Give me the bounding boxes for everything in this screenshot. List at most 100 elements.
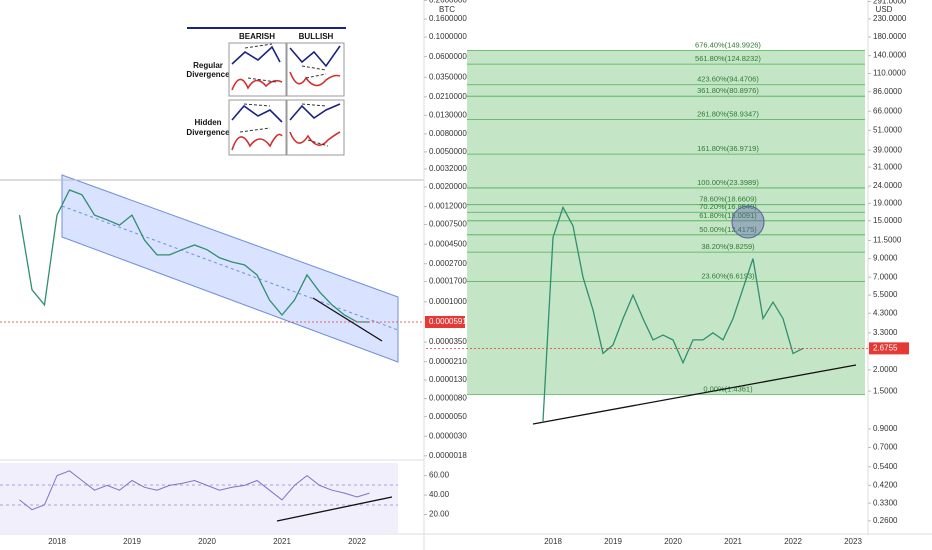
y-tick-label: 2.0000 xyxy=(873,365,898,374)
axis-unit: USD xyxy=(876,5,893,14)
y-tick-label: 0.2600 xyxy=(873,516,898,525)
y-tick-label: 0.2600000 xyxy=(429,0,467,5)
y-tick-label: 0.0000030 xyxy=(429,431,467,440)
highlight-circle xyxy=(731,205,765,239)
x-tick-label: 2022 xyxy=(784,537,802,546)
y-tick-label: 60.00 xyxy=(429,471,450,480)
price-line xyxy=(18,189,370,323)
y-tick-label: 0.0130000 xyxy=(429,110,467,119)
axis-unit: BTC xyxy=(439,5,455,14)
y-tick-label: 140.0000 xyxy=(873,51,907,60)
trend-line xyxy=(532,364,857,425)
y-tick-label: 9.0000 xyxy=(873,254,898,263)
y-tick-label: 39.0000 xyxy=(873,145,902,154)
trend-line xyxy=(312,297,383,342)
y-tick-label: 0.0004500 xyxy=(429,239,467,248)
fib-label: 561.80%(124.8232) xyxy=(695,54,761,63)
y-tick-label: 51.0000 xyxy=(873,125,902,134)
fib-area xyxy=(467,50,865,395)
y-tick-label: 0.0210000 xyxy=(429,92,467,101)
y-tick-label: 180.0000 xyxy=(873,32,907,41)
y-tick-label: 0.0000210 xyxy=(429,357,467,366)
y-tick-label: 0.0000018 xyxy=(429,451,467,460)
fib-label: 423.60%(94.4706) xyxy=(697,75,759,84)
fib-label: 70.20%(16.8540) xyxy=(699,202,757,211)
y-tick-label: 0.0000050 xyxy=(429,412,467,421)
y-tick-label: 0.0032000 xyxy=(429,164,467,173)
y-tick-label: 0.0020000 xyxy=(429,182,467,191)
y-tick-label: 230.0000 xyxy=(873,14,907,23)
x-tick-label: 2023 xyxy=(844,537,862,546)
fib-label: 50.00%(12.4175) xyxy=(699,225,757,234)
icon xyxy=(289,103,341,121)
legend-cell xyxy=(228,42,287,97)
y-tick-label: 19.0000 xyxy=(873,198,902,207)
y-tick-label: 3.3000 xyxy=(873,328,898,337)
icon xyxy=(231,78,283,91)
legend-header: BULLISH xyxy=(299,32,334,41)
icon xyxy=(305,73,327,79)
y-tick-label: 20.00 xyxy=(429,510,450,519)
y-tick-label: 0.0000080 xyxy=(429,394,467,403)
y-tick-label: 0.9000 xyxy=(873,424,898,433)
x-tick-label: 2018 xyxy=(48,537,66,546)
y-tick-label: 0.4200 xyxy=(873,480,898,489)
y-tick-label: 66.0000 xyxy=(873,106,902,115)
y-tick-label: 110.0000 xyxy=(873,69,906,78)
y-tick-label: 291.0000 xyxy=(873,0,907,6)
y-tick-label: 86.0000 xyxy=(873,87,902,96)
y-tick-label: 0.0001700 xyxy=(429,277,467,286)
y-tick-label: 24.0000 xyxy=(873,181,902,190)
icon xyxy=(301,65,327,71)
x-tick-label: 2022 xyxy=(348,537,366,546)
y-tick-label: 7.0000 xyxy=(873,272,898,281)
y-tick-label: 0.0000130 xyxy=(429,375,467,384)
y-tick-label: 0.7000 xyxy=(873,443,898,452)
y-tick-label: 15.0000 xyxy=(873,216,902,225)
icon xyxy=(289,45,341,68)
fib-label: 100.00%(23.3989) xyxy=(697,178,759,187)
icon xyxy=(231,104,283,123)
y-tick-label: 0.0002700 xyxy=(429,259,467,268)
y-tick-label: 11.5000 xyxy=(873,236,902,245)
y-tick-label: 0.1000000 xyxy=(429,32,467,41)
icon xyxy=(289,71,341,87)
rsi-band xyxy=(0,463,398,533)
legend-cell xyxy=(286,99,345,156)
price-tag xyxy=(869,342,909,355)
fib-label: 676.40%(149.9926) xyxy=(695,41,761,50)
y-tick-label: 0.0080000 xyxy=(429,129,467,138)
y-tick-label: 0.0012000 xyxy=(429,202,467,211)
icon xyxy=(301,103,327,107)
icon xyxy=(239,127,271,133)
y-tick-label: 0.0001000 xyxy=(429,297,467,306)
fib-label: 38.20%(9.8259) xyxy=(701,242,755,251)
legend-cell xyxy=(228,99,287,156)
price-tag-label: 2.6755 xyxy=(873,343,898,352)
y-tick-label: 31.0000 xyxy=(873,162,902,171)
divergence-legend: BEARISH BULLISH Regular Divergence Hidde… xyxy=(186,27,346,157)
y-tick-label: 0.0600000 xyxy=(429,52,467,61)
y-tick-label: 40.00 xyxy=(429,490,450,499)
price-line xyxy=(19,470,370,511)
x-tick-label: 2021 xyxy=(724,537,742,546)
y-tick-label: 0.0350000 xyxy=(429,72,467,81)
y-tick-label: 1.5000 xyxy=(873,386,898,395)
x-tick-label: 2019 xyxy=(604,537,622,546)
fib-label: 23.60%(6.6193) xyxy=(701,271,755,280)
icon xyxy=(307,139,329,147)
x-tick-label: 2019 xyxy=(123,537,141,546)
y-tick-label: 4.3000 xyxy=(873,308,898,317)
legend-cell xyxy=(286,42,345,97)
x-tick-label: 2020 xyxy=(198,537,216,546)
icon xyxy=(231,133,283,151)
y-tick-label: 5.5000 xyxy=(873,290,898,299)
x-tick-label: 2018 xyxy=(544,537,562,546)
price-tag xyxy=(425,315,465,328)
legend-bg xyxy=(187,27,346,157)
legend-header: BEARISH xyxy=(239,32,275,41)
fib-label: 261.80%(58.9347) xyxy=(697,110,759,119)
legend-row: Divergence xyxy=(186,128,230,137)
fib-label: 61.80%(15.0091) xyxy=(699,211,757,220)
